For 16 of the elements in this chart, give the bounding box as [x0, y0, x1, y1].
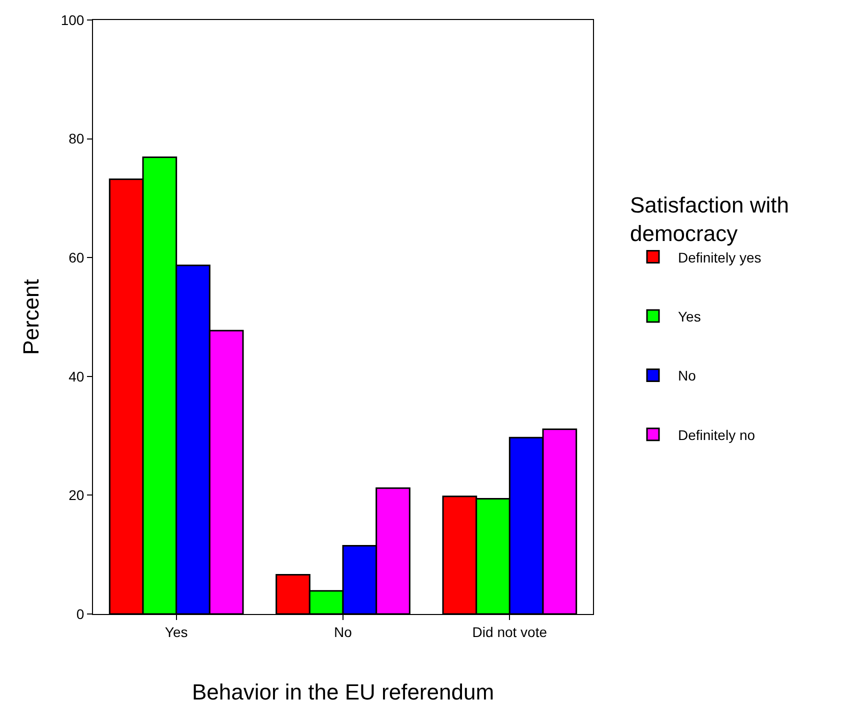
x-tick-label: No	[334, 624, 352, 640]
y-tick-label: 60	[68, 250, 84, 266]
legend-label: Definitely yes	[678, 249, 762, 266]
y-tick-label: 80	[68, 130, 84, 147]
legend-title: Satisfaction with democracy	[630, 192, 789, 246]
legend-label: No	[678, 368, 696, 384]
x-tick-label: Yes	[164, 624, 188, 640]
x-axis-title: Behavior in the EU referendum	[192, 680, 494, 705]
y-axis-title: Percent	[18, 279, 44, 355]
y-tick-label: 20	[68, 487, 84, 504]
y-tick-label: 40	[68, 368, 84, 384]
y-tick-label: 100	[60, 12, 84, 28]
x-tick-label: Did not vote	[472, 624, 548, 640]
legend-label: Definitely no	[678, 426, 756, 443]
y-tick-label: 0	[76, 606, 84, 622]
legend-label: Yes	[678, 308, 701, 324]
